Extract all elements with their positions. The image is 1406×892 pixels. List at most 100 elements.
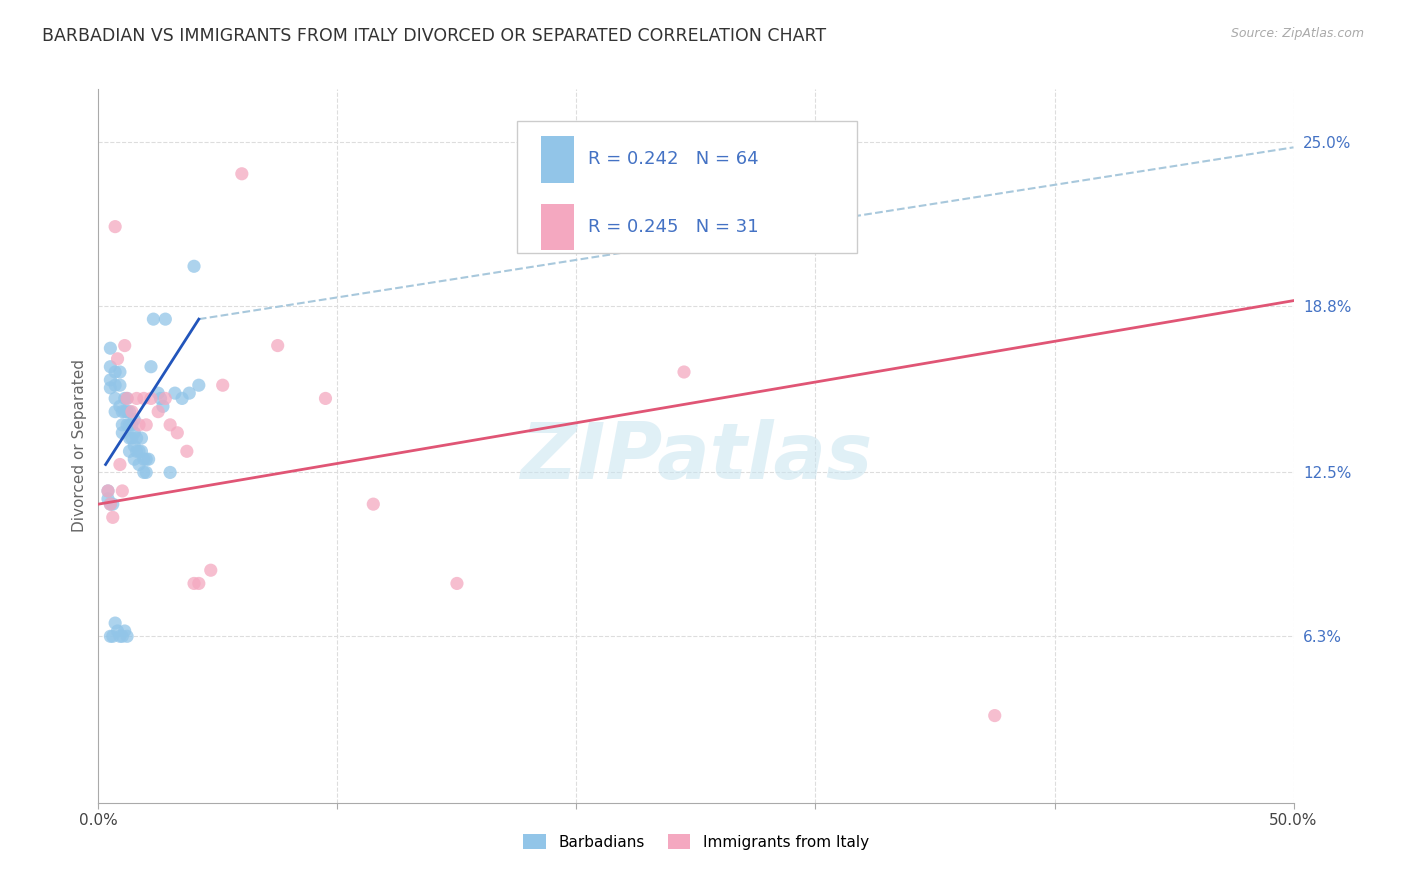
Point — [114, 624, 136, 638]
Point — [124, 412, 146, 426]
Point — [118, 417, 141, 432]
Point — [118, 431, 141, 445]
Point — [315, 392, 337, 406]
Point — [124, 439, 146, 453]
Point — [98, 497, 122, 511]
Point — [101, 497, 124, 511]
Point — [231, 167, 253, 181]
Point — [128, 417, 150, 432]
Point — [131, 431, 153, 445]
Text: R = 0.245   N = 31: R = 0.245 N = 31 — [589, 219, 759, 236]
Point — [159, 466, 181, 480]
Point — [183, 576, 205, 591]
Point — [107, 351, 129, 366]
Point — [166, 425, 188, 440]
Point — [183, 260, 205, 274]
Point — [98, 373, 122, 387]
Point — [135, 452, 157, 467]
Point — [139, 359, 162, 374]
Point — [114, 404, 136, 418]
Text: Source: ZipAtlas.com: Source: ZipAtlas.com — [1230, 27, 1364, 40]
Point — [118, 404, 141, 418]
Point — [115, 417, 138, 432]
Point — [104, 365, 127, 379]
Point — [111, 425, 134, 440]
Point — [121, 404, 143, 418]
Point — [446, 576, 468, 591]
Point — [142, 312, 165, 326]
Point — [114, 338, 136, 352]
Point — [108, 365, 131, 379]
Point — [101, 510, 124, 524]
Point — [111, 404, 134, 418]
Point — [97, 483, 120, 498]
Point — [363, 497, 385, 511]
Point — [121, 417, 143, 432]
Point — [101, 629, 124, 643]
Point — [128, 444, 150, 458]
Point — [104, 392, 127, 406]
Point — [159, 417, 181, 432]
Point — [179, 386, 201, 401]
FancyBboxPatch shape — [517, 121, 858, 253]
Point — [115, 392, 138, 406]
Point — [104, 404, 127, 418]
Point — [200, 563, 222, 577]
Point — [187, 576, 209, 591]
Point — [149, 392, 172, 406]
Point — [108, 458, 131, 472]
Point — [121, 431, 143, 445]
Point — [114, 392, 136, 406]
Point — [135, 466, 157, 480]
Point — [111, 417, 134, 432]
Point — [163, 386, 186, 401]
Point — [124, 425, 146, 440]
Point — [187, 378, 209, 392]
Point — [135, 417, 157, 432]
Point — [111, 629, 134, 643]
Point — [211, 378, 233, 392]
Point — [98, 497, 122, 511]
Text: R = 0.242   N = 64: R = 0.242 N = 64 — [589, 151, 759, 169]
Point — [148, 386, 170, 401]
Point — [267, 338, 290, 352]
Point — [108, 378, 131, 392]
Point — [115, 404, 138, 418]
Point — [125, 431, 148, 445]
Point — [132, 452, 155, 467]
Point — [984, 708, 1007, 723]
Point — [98, 629, 122, 643]
Text: ZIPatlas: ZIPatlas — [520, 418, 872, 495]
Point — [98, 359, 122, 374]
Point — [125, 392, 148, 406]
Point — [97, 483, 120, 498]
Point — [172, 392, 194, 406]
Point — [115, 392, 138, 406]
FancyBboxPatch shape — [541, 136, 574, 183]
Point — [97, 491, 120, 506]
Point — [139, 392, 162, 406]
FancyBboxPatch shape — [541, 204, 574, 251]
Y-axis label: Divorced or Separated: Divorced or Separated — [72, 359, 87, 533]
Point — [124, 452, 146, 467]
Point — [118, 444, 141, 458]
Point — [155, 392, 177, 406]
Point — [108, 400, 131, 414]
Point — [111, 483, 134, 498]
Point — [138, 452, 160, 467]
Point — [98, 341, 122, 355]
Point — [176, 444, 198, 458]
Point — [132, 392, 155, 406]
Text: BARBADIAN VS IMMIGRANTS FROM ITALY DIVORCED OR SEPARATED CORRELATION CHART: BARBADIAN VS IMMIGRANTS FROM ITALY DIVOR… — [42, 27, 827, 45]
Point — [148, 404, 170, 418]
Point — [673, 365, 696, 379]
Point — [98, 381, 122, 395]
Point — [152, 400, 174, 414]
Legend: Barbadians, Immigrants from Italy: Barbadians, Immigrants from Italy — [517, 828, 875, 855]
Point — [125, 444, 148, 458]
Point — [108, 629, 131, 643]
Point — [131, 444, 153, 458]
Point — [104, 616, 127, 631]
Point — [155, 312, 177, 326]
Point — [115, 629, 138, 643]
